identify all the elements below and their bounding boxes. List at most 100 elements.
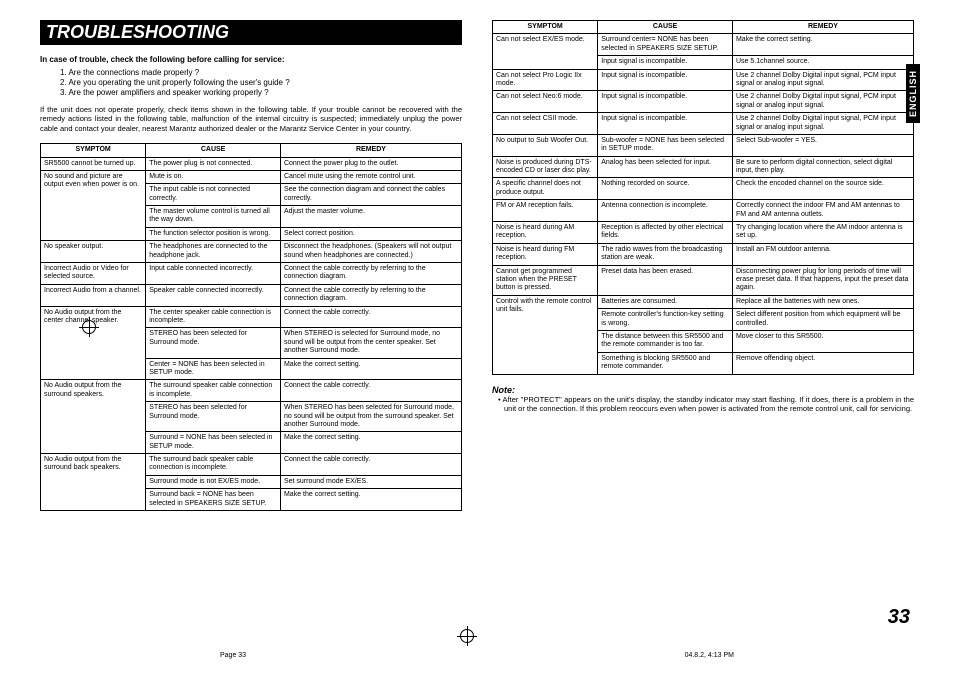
cause-cell: Antenna connection is incomplete.	[598, 200, 733, 222]
remedy-cell: Remove offending object.	[732, 352, 913, 374]
col-header-remedy: REMEDY	[280, 144, 461, 157]
note-label: Note:	[492, 385, 914, 395]
cause-cell: The surround back speaker cable connecti…	[146, 454, 281, 476]
cause-cell: Input signal is incompatible.	[598, 69, 733, 91]
cause-cell: Input signal is incompatible.	[598, 56, 733, 69]
intro-paragraph: If the unit does not operate properly, c…	[40, 105, 462, 133]
symptom-cell: Noise is heard during FM reception.	[493, 243, 598, 265]
remedy-cell: Make the correct setting.	[732, 34, 913, 56]
remedy-cell: Make the correct setting.	[280, 358, 461, 380]
cause-cell: The distance between this SR5500 and the…	[598, 330, 733, 352]
symptom-cell: Incorrect Audio or Video for selected so…	[41, 263, 146, 285]
symptom-cell: Control with the remote control unit fai…	[493, 295, 598, 374]
cause-cell: Reception is affected by other electrica…	[598, 222, 733, 244]
cause-cell: The input cable is not connected correct…	[146, 184, 281, 206]
cause-cell: Analog has been selected for input.	[598, 156, 733, 178]
remedy-cell: Disconnect the headphones. (Speakers wil…	[280, 241, 461, 263]
footer: Page 33 04.8.2, 4:13 PM	[0, 652, 954, 659]
cause-cell: Mute is on.	[146, 170, 281, 183]
remedy-cell: Connect the cable correctly.	[280, 380, 461, 402]
remedy-cell: Make the correct setting.	[280, 432, 461, 454]
right-column: SYMPTOM CAUSE REMEDY Can not select EX/E…	[492, 20, 914, 511]
troubleshooting-table-left: SYMPTOM CAUSE REMEDY SR5500 cannot be tu…	[40, 143, 462, 511]
footer-right: 04.8.2, 4:13 PM	[685, 652, 734, 659]
remedy-cell: Set surround mode EX/ES.	[280, 475, 461, 488]
cause-cell: Surround mode is not EX/ES mode.	[146, 475, 281, 488]
cause-cell: Preset data has been erased.	[598, 265, 733, 295]
symptom-cell: Can not select Pro Logic IIx mode.	[493, 69, 598, 91]
cause-cell: STEREO has been selected for Surround mo…	[146, 328, 281, 358]
registration-mark-bottom	[460, 629, 474, 643]
check-item: 2. Are you operating the unit properly f…	[60, 78, 462, 87]
remedy-cell: Be sure to perform digital connection, s…	[732, 156, 913, 178]
cause-cell: The master volume control is turned all …	[146, 206, 281, 228]
cause-cell: Surround center= NONE has been selected …	[598, 34, 733, 56]
symptom-cell: A specific channel does not produce outp…	[493, 178, 598, 200]
remedy-cell: Connect the cable correctly by referring…	[280, 263, 461, 285]
remedy-cell: Use 2 channel Dolby Digital input signal…	[732, 69, 913, 91]
cause-cell: Speaker cable connected incorrectly.	[146, 284, 281, 306]
cause-cell: Center = NONE has been selected in SETUP…	[146, 358, 281, 380]
col-header-cause: CAUSE	[598, 21, 733, 34]
symptom-cell: Noise is heard during AM reception.	[493, 222, 598, 244]
cause-cell: The surround speaker cable connection is…	[146, 380, 281, 402]
cause-cell: Sub-woofer = NONE has been selected in S…	[598, 134, 733, 156]
cause-cell: Input cable connected incorrectly.	[146, 263, 281, 285]
symptom-cell: No output to Sub Woofer Out.	[493, 134, 598, 156]
intro-heading: In case of trouble, check the following …	[40, 55, 462, 64]
check-item: 3. Are the power amplifiers and speaker …	[60, 88, 462, 97]
remedy-cell: Select Sub-woofer = YES.	[732, 134, 913, 156]
remedy-cell: Correctly connect the indoor FM and AM a…	[732, 200, 913, 222]
remedy-cell: Connect the power plug to the outlet.	[280, 157, 461, 170]
symptom-cell: No sound and picture are output even whe…	[41, 170, 146, 240]
symptom-cell: Can not select CSII mode.	[493, 113, 598, 135]
registration-mark-left	[82, 320, 96, 334]
remedy-cell: Use 2 channel Dolby Digital input signal…	[732, 113, 913, 135]
cause-cell: Batteries are consumed.	[598, 295, 733, 308]
remedy-cell: Connect the cable correctly by referring…	[280, 284, 461, 306]
remedy-cell: When STEREO is selected for Surround mod…	[280, 328, 461, 358]
symptom-cell: FM or AM reception fails.	[493, 200, 598, 222]
cause-cell: Remote controller's function-key setting…	[598, 309, 733, 331]
cause-cell: Nothing recorded on source.	[598, 178, 733, 200]
remedy-cell: Select correct position.	[280, 227, 461, 240]
col-header-cause: CAUSE	[146, 144, 281, 157]
remedy-cell: Connect the cable correctly.	[280, 454, 461, 476]
remedy-cell: Move closer to this SR5500.	[732, 330, 913, 352]
symptom-cell: SR5500 cannot be turned up.	[41, 157, 146, 170]
language-tab: ENGLISH	[906, 64, 920, 123]
remedy-cell: Make the correct setting.	[280, 489, 461, 511]
remedy-cell: Replace all the batteries with new ones.	[732, 295, 913, 308]
remedy-cell: Connect the cable correctly.	[280, 306, 461, 328]
symptom-cell: No Audio output from the surround back s…	[41, 454, 146, 511]
symptom-cell: No Audio output from the center channel …	[41, 306, 146, 380]
col-header-symptom: SYMPTOM	[493, 21, 598, 34]
symptom-cell: Cannot get programmed station when the P…	[493, 265, 598, 295]
footer-left: Page 33	[220, 652, 246, 659]
remedy-cell: Use 2 channel Dolby Digital input signal…	[732, 91, 913, 113]
symptom-cell: Can not select Neo:6 mode.	[493, 91, 598, 113]
remedy-cell: Disconnecting power plug for long period…	[732, 265, 913, 295]
remedy-cell: Use 5.1channel source.	[732, 56, 913, 69]
cause-cell: The function selector position is wrong.	[146, 227, 281, 240]
col-header-remedy: REMEDY	[732, 21, 913, 34]
cause-cell: Input signal is incompatible.	[598, 113, 733, 135]
remedy-cell: Install an FM outdoor antenna.	[732, 243, 913, 265]
section-title: TROUBLESHOOTING	[40, 20, 462, 45]
cause-cell: Surround = NONE has been selected in SET…	[146, 432, 281, 454]
cause-cell: Input signal is incompatible.	[598, 91, 733, 113]
remedy-cell: Check the encoded channel on the source …	[732, 178, 913, 200]
cause-cell: STEREO has been selected for Surround mo…	[146, 402, 281, 432]
symptom-cell: Incorrect Audio from a channel.	[41, 284, 146, 306]
note-text: • After "PROTECT" appears on the unit's …	[504, 395, 914, 415]
remedy-cell: Adjust the master volume.	[280, 206, 461, 228]
cause-cell: The radio waves from the broadcasting st…	[598, 243, 733, 265]
remedy-cell: When STEREO has been selected for Surrou…	[280, 402, 461, 432]
left-column: TROUBLESHOOTING In case of trouble, chec…	[40, 20, 462, 511]
col-header-symptom: SYMPTOM	[41, 144, 146, 157]
symptom-cell: No speaker output.	[41, 241, 146, 263]
check-item: 1. Are the connections made properly ?	[60, 68, 462, 77]
symptom-cell: Can not select EX/ES mode.	[493, 34, 598, 69]
cause-cell: The power plug is not connected.	[146, 157, 281, 170]
remedy-cell: Try changing location where the AM indoo…	[732, 222, 913, 244]
